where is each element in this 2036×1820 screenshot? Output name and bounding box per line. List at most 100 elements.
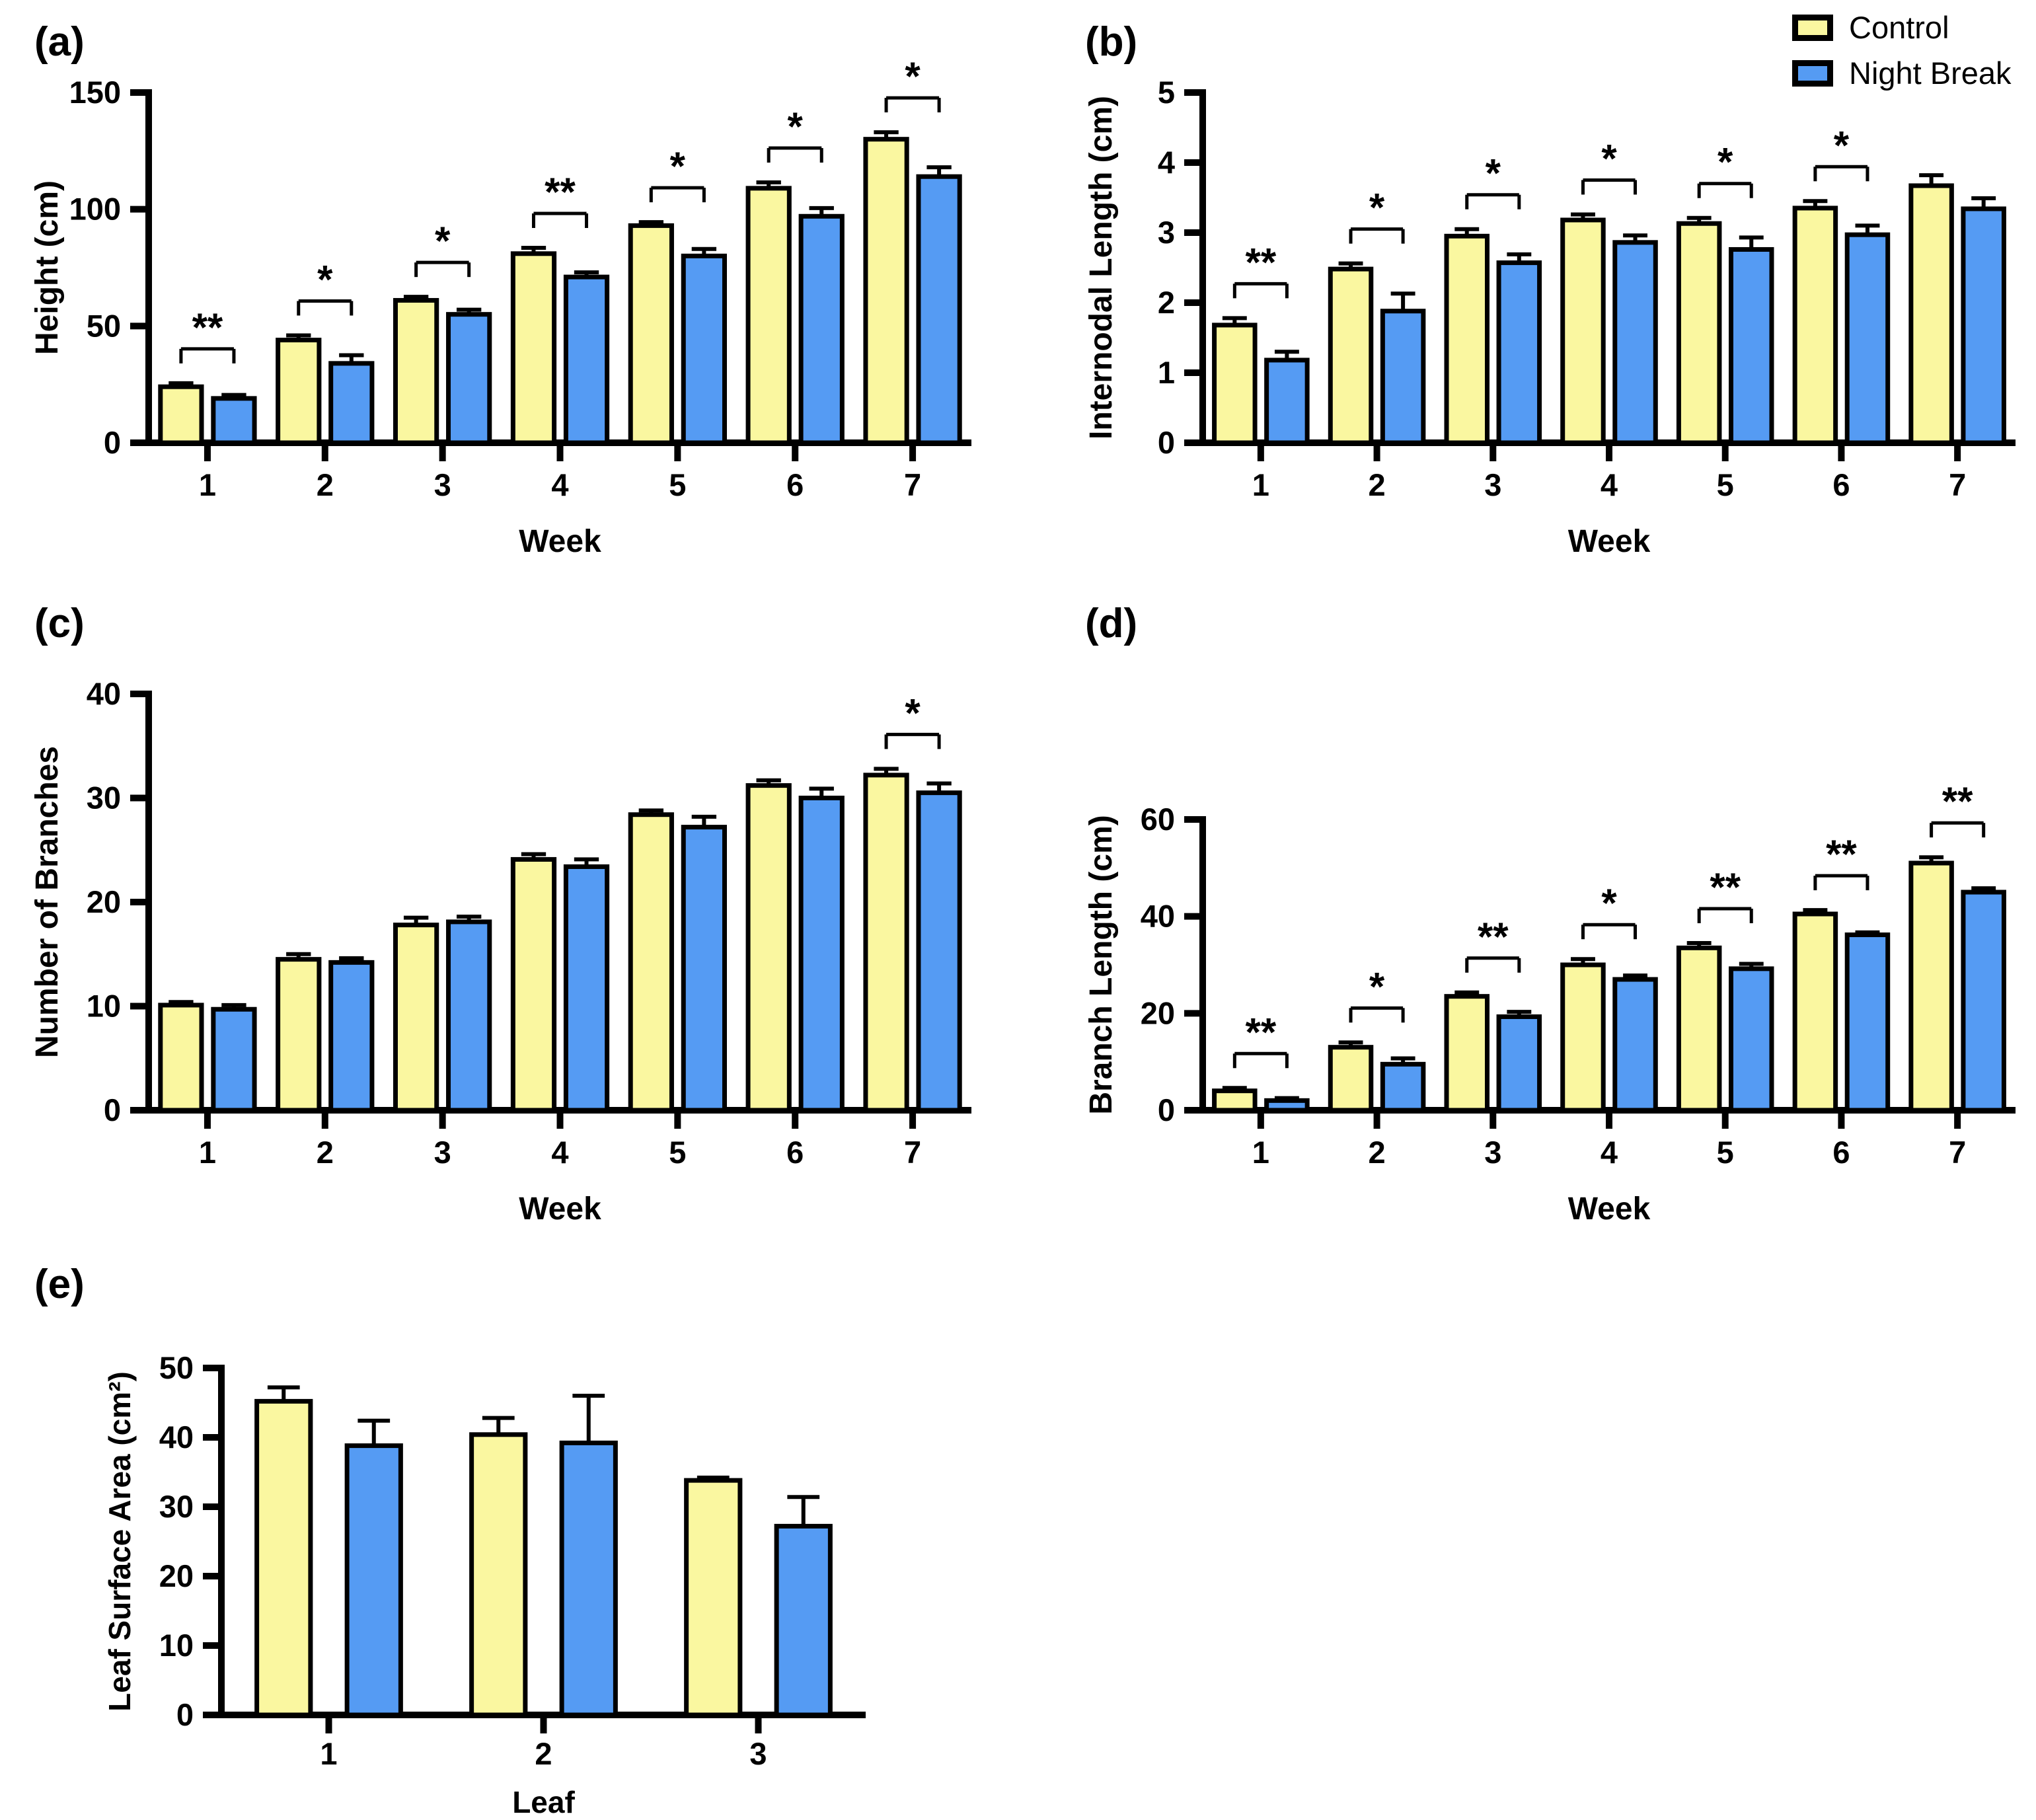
svg-text:7: 7 — [904, 1135, 921, 1170]
svg-text:5: 5 — [1717, 467, 1734, 502]
svg-text:3: 3 — [749, 1736, 767, 1771]
svg-text:3: 3 — [1484, 1135, 1501, 1170]
svg-text:50: 50 — [87, 308, 121, 343]
svg-text:3: 3 — [434, 1135, 451, 1170]
svg-text:1: 1 — [1252, 1135, 1269, 1170]
svg-text:**: ** — [1246, 240, 1277, 284]
svg-text:6: 6 — [786, 467, 804, 502]
svg-text:2: 2 — [535, 1736, 552, 1771]
legend: Control Night Break — [1792, 9, 2012, 91]
legend-label-night-break: Night Break — [1849, 56, 2012, 91]
svg-text:6: 6 — [1832, 467, 1850, 502]
svg-text:*: * — [905, 691, 921, 735]
svg-text:2: 2 — [1369, 1135, 1386, 1170]
panel-e: (e) 0 10 20 30 40 50 Leaf Surface Area (cm²) Le… — [20, 1256, 945, 1820]
leaf-surface-area-chart: 0 10 20 30 40 50 Leaf Surface Area (cm²) Leaf 1 2… — [102, 1350, 866, 1819]
svg-text:2: 2 — [317, 1135, 334, 1170]
svg-text:Height (cm): Height (cm) — [30, 180, 65, 355]
svg-text:0: 0 — [1158, 1092, 1175, 1127]
svg-text:*: * — [1601, 881, 1617, 925]
svg-text:1: 1 — [1158, 355, 1175, 390]
svg-text:5: 5 — [1717, 1135, 1734, 1170]
svg-text:*: * — [670, 144, 686, 188]
panel-letter-a: (a) — [34, 19, 85, 65]
panel-c: (c) 0 10 20 30 40 Number of Branches Week 1 2 3 4 5… — [20, 595, 998, 1223]
svg-text:**: ** — [1710, 865, 1741, 909]
svg-text:5: 5 — [669, 467, 686, 502]
legend-label-control: Control — [1849, 10, 1949, 45]
panel-a: (a) 0 50 100 150 Height (cm) Week 1 ** 2 * 3 * 4 ** 5 *… — [20, 13, 998, 588]
svg-text:5: 5 — [669, 1135, 686, 1170]
svg-text:*: * — [435, 219, 451, 263]
svg-text:3: 3 — [1158, 215, 1175, 250]
svg-text:7: 7 — [904, 467, 921, 502]
panel-letter-c: (c) — [34, 601, 85, 646]
svg-text:1: 1 — [199, 1135, 216, 1170]
panel-d: (d) 0 20 40 60 Branch Length (cm) Week 1 ** 2 * 3 *… — [1071, 595, 2035, 1223]
svg-text:30: 30 — [159, 1489, 194, 1524]
svg-text:*: * — [1834, 123, 1850, 167]
svg-text:0: 0 — [176, 1697, 194, 1732]
svg-text:2: 2 — [317, 467, 334, 502]
svg-text:**: ** — [1246, 1010, 1277, 1054]
svg-text:2: 2 — [1369, 467, 1386, 502]
svg-text:150: 150 — [69, 75, 121, 110]
svg-text:Week: Week — [1568, 1192, 1651, 1223]
svg-text:1: 1 — [1252, 467, 1269, 502]
number-of-branches-chart: 0 10 20 30 40 Number of Branches Week 1 2 3 4 5 6 7 * — [30, 676, 971, 1223]
svg-text:20: 20 — [159, 1558, 194, 1593]
svg-text:0: 0 — [1158, 425, 1175, 460]
svg-text:*: * — [1486, 151, 1501, 196]
svg-text:Week: Week — [1568, 524, 1651, 559]
branch-length-chart: 0 20 40 60 Branch Length (cm) Week 1 ** 2 * 3 ** 4 * 5… — [1084, 779, 2016, 1223]
svg-text:10: 10 — [87, 988, 121, 1023]
svg-text:1: 1 — [199, 467, 216, 502]
svg-text:Leaf Surface Area (cm²): Leaf Surface Area (cm²) — [102, 1371, 137, 1712]
svg-text:40: 40 — [159, 1420, 194, 1455]
svg-text:6: 6 — [1832, 1135, 1850, 1170]
svg-text:Week: Week — [519, 524, 601, 559]
night-break-swatch — [1792, 59, 1833, 87]
svg-text:40: 40 — [1141, 899, 1175, 934]
svg-text:5: 5 — [1158, 75, 1175, 110]
svg-text:Branch Length (cm): Branch Length (cm) — [1084, 815, 1119, 1114]
svg-text:4: 4 — [1158, 145, 1175, 180]
svg-text:*: * — [1717, 140, 1733, 184]
svg-text:2: 2 — [1158, 285, 1175, 320]
legend-item-night-break: Night Break — [1792, 55, 2012, 91]
svg-text:*: * — [1369, 964, 1385, 1008]
svg-text:*: * — [1369, 186, 1385, 230]
svg-text:7: 7 — [1949, 1135, 1966, 1170]
svg-text:50: 50 — [159, 1350, 194, 1385]
svg-text:1: 1 — [320, 1736, 337, 1771]
svg-text:*: * — [788, 104, 804, 149]
svg-text:0: 0 — [104, 1092, 121, 1127]
panel-letter-e: (e) — [34, 1262, 85, 1307]
svg-text:20: 20 — [87, 884, 121, 919]
svg-text:3: 3 — [434, 467, 451, 502]
svg-text:**: ** — [1826, 832, 1857, 876]
svg-text:**: ** — [545, 170, 576, 214]
panel-letter-d: (d) — [1085, 601, 1138, 646]
panel-letter-b: (b) — [1085, 19, 1138, 65]
svg-text:**: ** — [1942, 779, 1973, 823]
svg-text:0: 0 — [104, 425, 121, 460]
svg-text:4: 4 — [1601, 467, 1618, 502]
svg-text:3: 3 — [1484, 467, 1501, 502]
svg-text:30: 30 — [87, 780, 121, 815]
control-swatch — [1792, 14, 1833, 41]
svg-text:4: 4 — [551, 1135, 568, 1170]
svg-text:4: 4 — [551, 467, 568, 502]
svg-text:40: 40 — [87, 676, 121, 711]
svg-text:7: 7 — [1949, 467, 1966, 502]
svg-text:*: * — [1601, 136, 1617, 180]
svg-text:*: * — [905, 54, 921, 98]
svg-text:100: 100 — [69, 192, 121, 227]
svg-text:Internodal Length (cm): Internodal Length (cm) — [1084, 96, 1119, 439]
svg-text:Leaf: Leaf — [512, 1785, 575, 1819]
svg-text:20: 20 — [1141, 995, 1175, 1030]
panel-b: (b) 0 1 2 3 4 5 Internodal Length (cm) Week 1 ** 2… — [1071, 13, 2035, 588]
svg-text:Number of Branches: Number of Branches — [30, 746, 65, 1058]
